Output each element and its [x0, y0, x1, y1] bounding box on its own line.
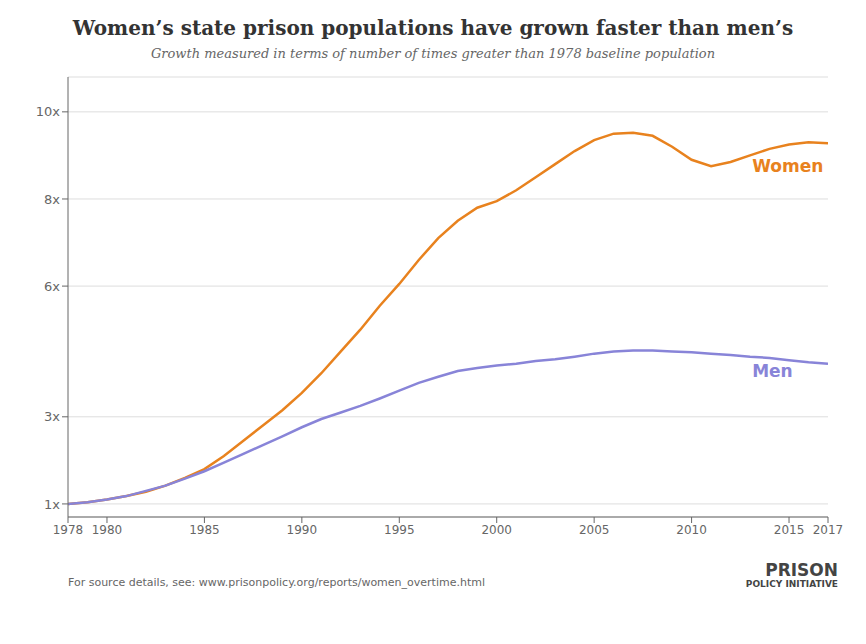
- svg-text:2010: 2010: [676, 523, 707, 537]
- svg-text:1990: 1990: [287, 523, 318, 537]
- svg-text:1980: 1980: [92, 523, 123, 537]
- svg-text:2005: 2005: [579, 523, 610, 537]
- svg-text:Men: Men: [752, 361, 793, 381]
- svg-text:1995: 1995: [384, 523, 415, 537]
- html-text:POLICY INITIATIVE: POLICY INITIATIVE: [745, 579, 838, 589]
- svg-text:8x: 8x: [44, 192, 60, 207]
- svg-text:1978: 1978: [53, 523, 84, 537]
- html-text:PRISON: PRISON: [765, 560, 838, 580]
- svg-text:2015: 2015: [774, 523, 805, 537]
- html-text:For source details, see: www.p: For source details, see: www.prisonpolic…: [68, 576, 485, 589]
- svg-text:1985: 1985: [189, 523, 220, 537]
- svg-text:3x: 3x: [44, 409, 60, 424]
- svg-text:2017: 2017: [813, 523, 844, 537]
- html-text:Women’s state prison populatio: Women’s state prison populations have gr…: [72, 16, 794, 40]
- svg-text:Women: Women: [752, 156, 823, 176]
- svg-text:2000: 2000: [481, 523, 512, 537]
- svg-text:10x: 10x: [36, 104, 61, 119]
- svg-text:1x: 1x: [44, 497, 60, 512]
- html-text:Growth measured in terms of nu: Growth measured in terms of number of ti…: [150, 46, 716, 61]
- svg-text:6x: 6x: [44, 279, 60, 294]
